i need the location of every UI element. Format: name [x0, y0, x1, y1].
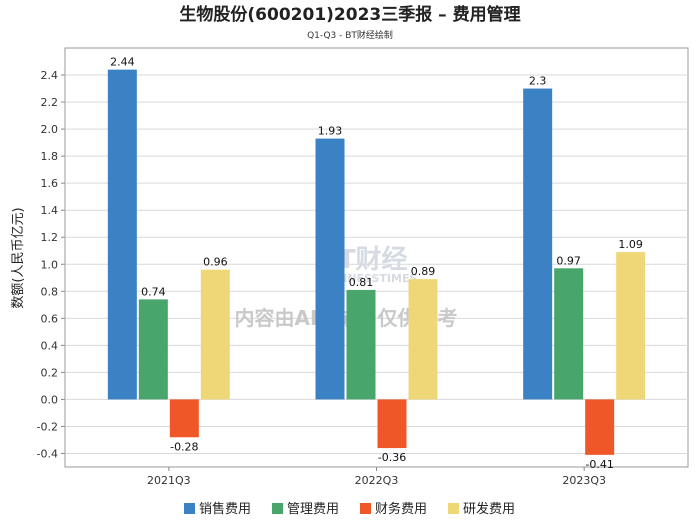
bar-财务费用-2021Q3 — [169, 399, 199, 438]
bar-销售费用-2023Q3 — [523, 88, 553, 400]
y-axis-label: 数额(人民币亿元) — [11, 207, 26, 308]
bar-研发费用-2021Q3 — [200, 269, 230, 400]
data-label: 0.74 — [141, 285, 166, 298]
gridlines — [65, 74, 688, 454]
x-tick-label: 2021Q3 — [147, 474, 191, 487]
bar-研发费用-2022Q3 — [408, 279, 438, 400]
data-label: 2.3 — [529, 75, 547, 88]
legend: 销售费用 管理费用 财务费用 研发费用 — [184, 501, 515, 517]
bar-管理费用-2022Q3 — [346, 289, 376, 400]
x-axis: 2021Q3 2022Q3 2023Q3 — [147, 467, 606, 487]
y-tick-label: 1.0 — [41, 258, 59, 271]
legend-item-label: 财务费用 — [375, 501, 427, 517]
data-labels-group: 2.44 0.74 -0.28 0.96 1.93 0.81 -0.36 0.89 2.3 0.9… — [110, 56, 643, 471]
legend-item-label: 销售费用 — [199, 501, 251, 517]
y-tick-label: -0.4 — [37, 447, 58, 460]
data-label: -0.36 — [378, 451, 406, 464]
y-tick-label: 0.6 — [41, 312, 59, 325]
bar-销售费用-2021Q3 — [107, 69, 137, 400]
data-label: 0.96 — [203, 256, 228, 269]
y-tick-label: 0.2 — [41, 366, 59, 379]
y-tick-label: 0.4 — [41, 339, 59, 352]
legend-item-label: 研发费用 — [463, 501, 515, 517]
bar-管理费用-2023Q3 — [554, 268, 584, 400]
data-label: 1.09 — [618, 238, 643, 251]
y-tick-label: 2.4 — [41, 69, 59, 82]
y-tick-label: 1.6 — [41, 177, 59, 190]
y-tick-label: 0.0 — [41, 393, 59, 406]
x-tick-label: 2023Q3 — [562, 474, 606, 487]
chart-subtitle: Q1-Q3 - BT财经绘制 — [307, 29, 393, 41]
y-tick-label: -0.2 — [37, 420, 58, 433]
plot-area — [64, 47, 689, 468]
bars-group — [107, 69, 646, 455]
data-label: -0.41 — [585, 458, 613, 471]
legend-swatch — [448, 503, 459, 514]
x-tick-label: 2022Q3 — [355, 474, 399, 487]
data-label: 1.93 — [318, 125, 343, 138]
y-tick-label: 2.0 — [41, 123, 59, 136]
data-label: 0.89 — [411, 265, 436, 278]
data-label: 0.81 — [349, 276, 374, 289]
legend-swatch — [272, 503, 283, 514]
data-label: 0.97 — [556, 254, 581, 267]
legend-swatch — [360, 503, 371, 514]
y-axis: -0.4 -0.2 0.0 0.2 0.4 0.6 0.8 1.0 1.2 1.4 1.6 1.8 2.… — [37, 69, 65, 460]
y-tick-label: 1.2 — [41, 231, 59, 244]
bar-销售费用-2022Q3 — [315, 138, 345, 400]
legend-item-label: 管理费用 — [287, 502, 339, 517]
chart-title: 生物股份(600201)2023三季报 – 费用管理 — [179, 4, 520, 25]
y-tick-label: 1.8 — [41, 150, 59, 163]
legend-swatch — [184, 503, 195, 514]
bar-财务费用-2022Q3 — [377, 399, 407, 449]
data-label: -0.28 — [170, 440, 198, 453]
data-label: 2.44 — [110, 56, 135, 69]
y-tick-label: 2.2 — [41, 96, 59, 109]
bar-研发费用-2023Q3 — [616, 252, 646, 400]
y-tick-label: 0.8 — [41, 285, 59, 298]
bar-财务费用-2023Q3 — [585, 399, 615, 455]
y-tick-label: 1.4 — [41, 204, 59, 217]
bar-管理费用-2021Q3 — [138, 299, 168, 400]
